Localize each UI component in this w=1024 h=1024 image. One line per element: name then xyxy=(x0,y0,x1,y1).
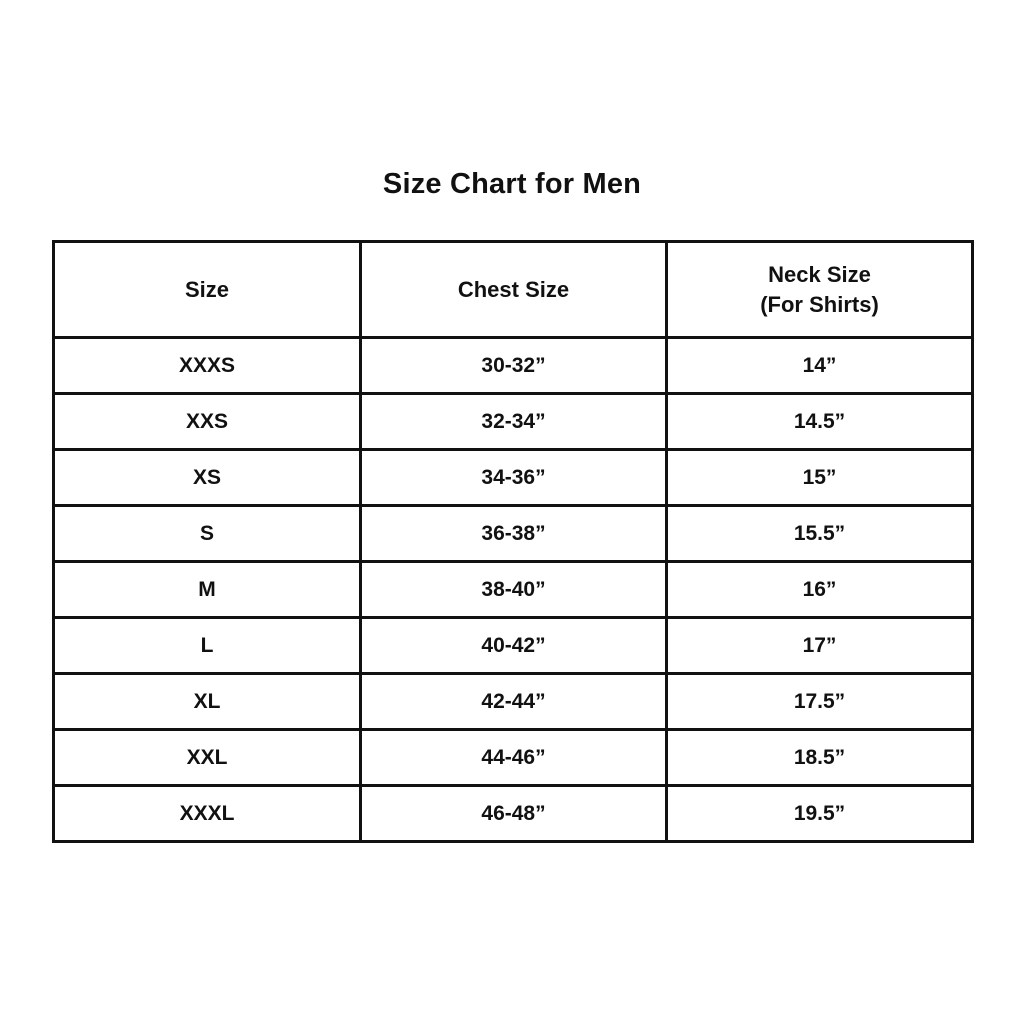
column-header-neck-size-sublabel: (For Shirts) xyxy=(760,291,879,317)
column-header-chest-size: Chest Size xyxy=(359,240,668,339)
size-chart-table: Size Chest Size Neck Size (For Shirts) X… xyxy=(52,240,974,843)
table-row: XL 42-44” 17.5” xyxy=(52,672,974,731)
table-header: Size Chest Size Neck Size (For Shirts) xyxy=(52,240,974,339)
cell-neck: 14” xyxy=(665,336,974,395)
cell-size: L xyxy=(52,616,362,675)
column-header-size-label: Size xyxy=(184,276,230,302)
cell-chest: 34-36” xyxy=(359,448,668,507)
column-header-chest-size-label: Chest Size xyxy=(457,276,570,302)
cell-chest: 46-48” xyxy=(359,784,668,843)
cell-neck: 15.5” xyxy=(665,504,974,563)
table-row: L 40-42” 17” xyxy=(52,616,974,675)
table-row: XS 34-36” 15” xyxy=(52,448,974,507)
cell-size: XXXS xyxy=(52,336,362,395)
cell-chest: 30-32” xyxy=(359,336,668,395)
cell-neck: 16” xyxy=(665,560,974,619)
cell-neck: 14.5” xyxy=(665,392,974,451)
size-chart-table-container: Size Chest Size Neck Size (For Shirts) X… xyxy=(52,240,974,843)
table-row: M 38-40” 16” xyxy=(52,560,974,619)
cell-neck: 15” xyxy=(665,448,974,507)
cell-chest: 42-44” xyxy=(359,672,668,731)
cell-chest: 44-46” xyxy=(359,728,668,787)
cell-chest: 38-40” xyxy=(359,560,668,619)
cell-neck: 18.5” xyxy=(665,728,974,787)
table-body: XXXS 30-32” 14” XXS 32-34” 14.5” XS 34-3… xyxy=(52,336,974,843)
table-row: S 36-38” 15.5” xyxy=(52,504,974,563)
cell-size: M xyxy=(52,560,362,619)
cell-neck: 17” xyxy=(665,616,974,675)
cell-size: XL xyxy=(52,672,362,731)
cell-neck: 17.5” xyxy=(665,672,974,731)
cell-chest: 36-38” xyxy=(359,504,668,563)
column-header-size: Size xyxy=(52,240,362,339)
table-row: XXS 32-34” 14.5” xyxy=(52,392,974,451)
table-header-row: Size Chest Size Neck Size (For Shirts) xyxy=(52,240,974,339)
cell-chest: 40-42” xyxy=(359,616,668,675)
cell-size: XS xyxy=(52,448,362,507)
table-row: XXXS 30-32” 14” xyxy=(52,336,974,395)
table-row: XXXL 46-48” 19.5” xyxy=(52,784,974,843)
column-header-neck-size-label: Neck Size xyxy=(768,262,871,288)
cell-size: XXS xyxy=(52,392,362,451)
table-row: XXL 44-46” 18.5” xyxy=(52,728,974,787)
cell-size: S xyxy=(52,504,362,563)
page-title: Size Chart for Men xyxy=(382,168,642,200)
cell-neck: 19.5” xyxy=(665,784,974,843)
cell-size: XXXL xyxy=(52,784,362,843)
column-header-neck-size: Neck Size (For Shirts) xyxy=(665,240,974,339)
cell-chest: 32-34” xyxy=(359,392,668,451)
cell-size: XXL xyxy=(52,728,362,787)
